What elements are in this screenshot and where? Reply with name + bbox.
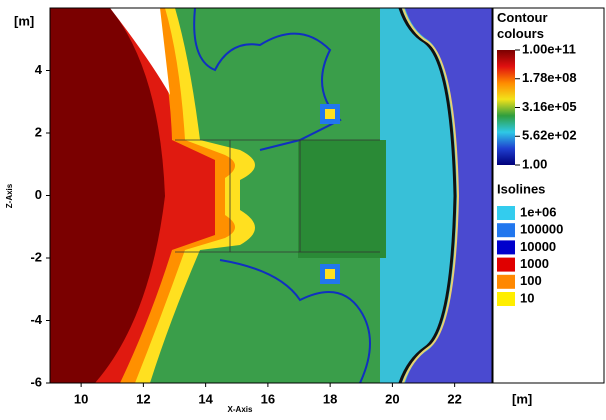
isoline-swatch [497,240,515,255]
colorbar [497,50,515,165]
isoline-swatch [497,257,515,272]
legend-box [492,7,605,384]
isoline-label: 10 [520,290,534,305]
isoline-swatch [497,223,515,238]
x-tick-label: 14 [198,391,213,406]
y-tick-label: -4 [30,312,42,327]
colorbar-title-box: Contour colours [497,10,548,41]
isoline-swatch [497,292,515,306]
x-axis-label: X-Axis [228,405,253,414]
colorbar-tick-label: 1.00e+11 [522,41,576,56]
x-tick-label: 18 [323,391,337,406]
isoline-label: 1000 [520,256,549,271]
isoline-label: 10000 [520,239,556,254]
x-tick-label: 22 [447,391,461,406]
isoline-label: 100000 [520,222,563,237]
y-tick-label: -6 [30,374,42,389]
y-tick-label: 0 [35,187,42,202]
x-unit: [m] [512,391,532,406]
x-tick-label: 20 [385,391,399,406]
y-tick-label: 4 [35,62,43,77]
colorbar-tick-label: 1.78e+08 [522,70,577,85]
colorbar-title: Contour colours [497,10,548,41]
colorbar-tick-label: 3.16e+05 [522,99,577,114]
isoline-swatch [497,206,515,220]
x-tick-label: 12 [136,391,150,406]
y-axis-label: Z-Axis [5,183,14,208]
x-tick-label: 10 [74,391,88,406]
x-tick-label: 16 [261,391,275,406]
isoline-swatch [497,274,515,289]
colorbar-tick-label: 5.62e+02 [522,128,577,143]
contour-field [50,8,492,383]
isolines-title: Isolines [497,181,545,196]
colorbar-tick-label: 1.00 [522,156,547,171]
y-tick-label: -2 [30,249,42,264]
y-unit: [m] [14,13,34,28]
isoline-label: 1e+06 [520,204,557,219]
y-tick-label: 2 [35,124,42,139]
isoline-label: 100 [520,273,542,288]
